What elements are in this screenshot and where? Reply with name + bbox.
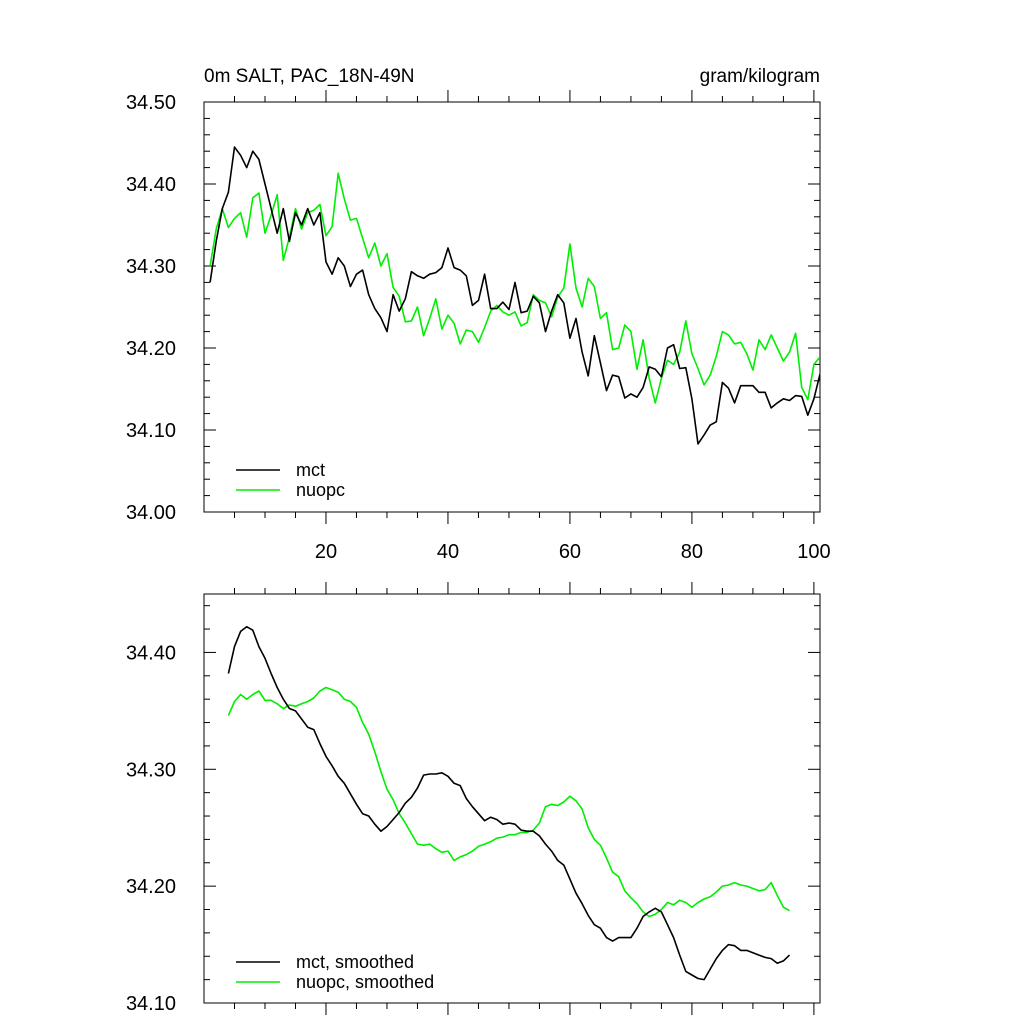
bottom-panel-smoothed: 34.10 34.20 34.30 34.40 mct, smoothednuopc, … [126,582,821,1015]
units-label: gram/kilogram [700,66,820,87]
y-tick-label: 34.00 [126,502,176,524]
series-line-nuopc [209,172,820,404]
y-tick-label: 34.50 [126,92,176,114]
x-tick-label: 80 [681,541,703,563]
legend-label: nuopc, smoothed [296,972,434,992]
y-tick-label: 34.40 [126,642,176,664]
y-tick-label: 34.20 [126,876,176,898]
x-tick-label: 60 [559,541,581,563]
y-tick-label: 34.10 [126,420,176,442]
y-tick-label: 34.20 [126,338,176,360]
legend-label: mct, smoothed [296,952,414,972]
y-tick-label: 34.30 [126,759,176,781]
plot-frame [203,101,821,513]
y-tick-label: 34.30 [126,256,176,278]
x-tick-label: 40 [437,541,459,563]
y-tick-label: 34.10 [126,993,176,1015]
x-tick-label: 100 [797,541,830,563]
legend-label: mct [296,460,325,480]
y-tick-label: 34.40 [126,174,176,196]
chart-title: 0m SALT, PAC_18N-49N [204,66,415,87]
series-line-mct-smoothed [227,625,791,981]
legend-label: nuopc [296,480,345,500]
series-line-nuopc-smoothed [227,686,790,918]
x-tick-label: 20 [315,541,337,563]
series-line-mct [209,146,820,445]
top-panel-raw: 20 40 60 80 100 34.00 34.10 34.20 34.30 34.40 34.5… [126,90,831,563]
plot-frame [203,593,821,1004]
